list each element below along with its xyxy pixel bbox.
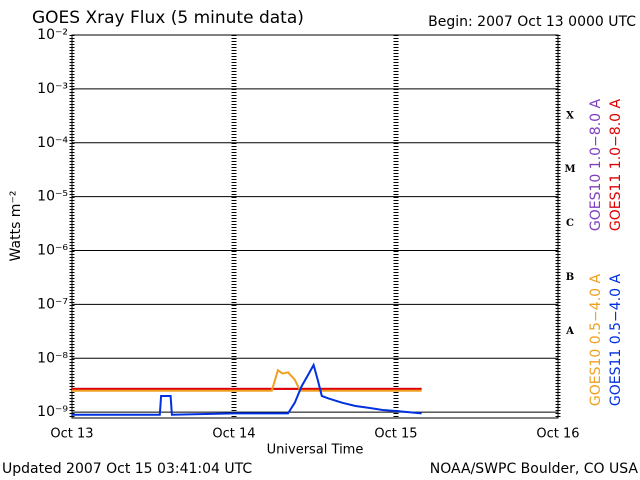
flare-class-label: B — [566, 272, 574, 283]
x-tick-label: Oct 16 — [536, 427, 579, 442]
chart-title: GOES Xray Flux (5 minute data) — [32, 8, 304, 28]
flare-class-label: C — [566, 218, 574, 229]
x-tick-label: Oct 15 — [374, 427, 417, 442]
y-tick-label: 10⁻⁵ — [37, 189, 68, 205]
chart-subtitle: Begin: 2007 Oct 13 0000 UTC — [428, 14, 636, 30]
flare-class-label: X — [566, 110, 574, 121]
legend-entry: GOES11 0.5−4.0 A — [608, 274, 624, 407]
y-tick-label: 10⁻⁹ — [37, 404, 68, 420]
flare-class-label: M — [564, 164, 575, 175]
series-line — [72, 368, 422, 392]
legend-entry: GOES10 1.0−8.0 A — [588, 99, 604, 232]
y-tick-label: 10⁻⁷ — [37, 296, 68, 312]
y-tick-label: 10⁻⁸ — [37, 350, 68, 366]
y-tick-label: 10⁻⁶ — [37, 243, 68, 259]
y-axis-label: Watts m⁻² — [8, 191, 24, 262]
y-tick-label: 10⁻² — [37, 27, 68, 43]
x-tick-label: Oct 13 — [50, 427, 93, 442]
footer-left: Updated 2007 Oct 15 03:41:04 UTC — [2, 461, 252, 477]
x-axis-label: Universal Time — [267, 443, 364, 458]
legend-entry: GOES10 0.5−4.0 A — [588, 274, 604, 407]
flare-class-label: A — [565, 326, 574, 337]
x-tick-label: Oct 14 — [212, 427, 255, 442]
series-line — [72, 362, 422, 416]
legend-entry: GOES11 1.0−8.0 A — [608, 99, 624, 232]
y-tick-label: 10⁻³ — [37, 81, 68, 97]
footer-right: NOAA/SWPC Boulder, CO USA — [430, 461, 639, 477]
y-tick-label: 10⁻⁴ — [37, 135, 68, 151]
